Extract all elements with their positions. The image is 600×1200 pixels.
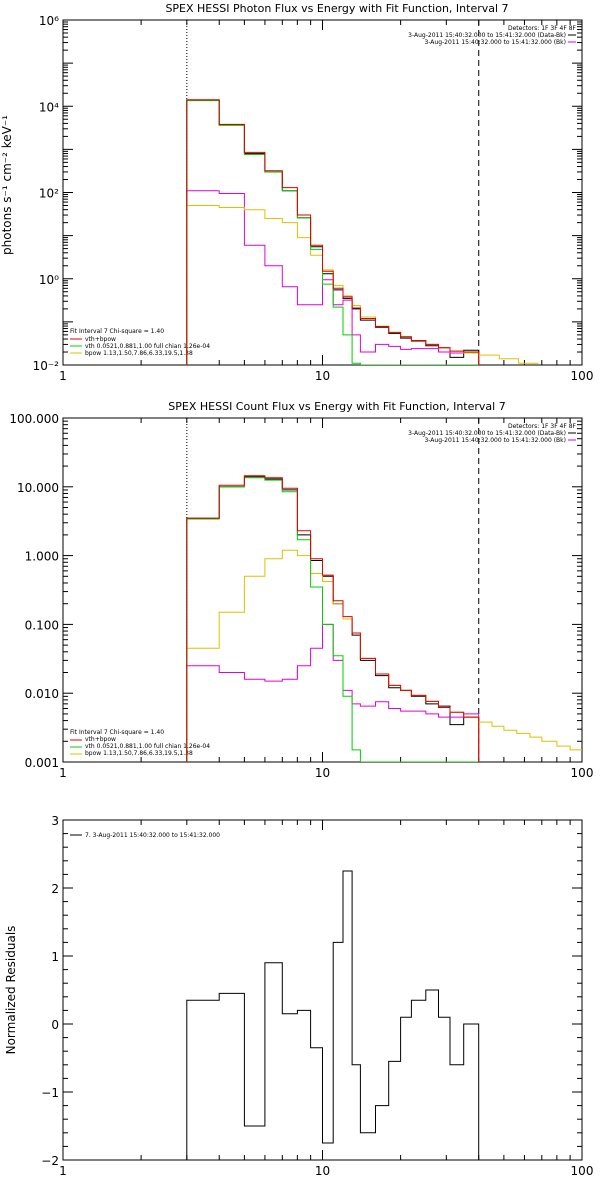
- legend-top-right: Detectors: 1F 3F 4F 8F 3-Aug-2011 15:40:…: [408, 423, 576, 444]
- x-tick-label: 10: [315, 766, 330, 780]
- x-tick-label: 1: [59, 1164, 67, 1178]
- series-vth: [186, 477, 479, 762]
- y-tick-label: 1.000: [25, 550, 59, 564]
- legend-entry: Detectors: 1F 3F 4F 8F: [508, 25, 577, 32]
- legend-entry: Detectors: 1F 3F 4F 8F: [508, 423, 577, 430]
- y-tick-label: 10.000: [17, 481, 59, 495]
- y-tick-label: −1: [41, 1086, 59, 1100]
- y-tick-label: 10⁻²: [33, 359, 60, 373]
- series-bk: [186, 190, 480, 365]
- y-tick-label: 10²: [39, 187, 59, 201]
- legend-entry: 7. 3-Aug-2011 15:40:32.000 to 15:41:32.0…: [85, 832, 220, 839]
- legend-top-right: Detectors: 1F 3F 4F 8F 3-Aug-2011 15:40:…: [408, 25, 576, 46]
- legend-entry: vth+bpow: [85, 736, 116, 743]
- series-sum: [186, 475, 480, 762]
- x-tick-label: 100: [571, 369, 594, 383]
- legend-entry: 3-Aug-2011 15:40:32.000 to 15:41:32.000 …: [424, 39, 566, 46]
- y-tick-label: 1: [51, 950, 59, 964]
- y-tick-label: −2: [41, 1154, 59, 1168]
- y-tick-label: 10⁴: [39, 100, 59, 114]
- legend-entry: vth 0.0521,0.881,1.00 full chian 1.26e-0…: [85, 743, 210, 750]
- legend-entry: Fit Interval 7 Chi-square = 1.40: [70, 328, 164, 335]
- y-tick-label: 10⁰: [39, 273, 59, 287]
- legend-bottom-left: Fit Interval 7 Chi-square = 1.40 vth+bpo…: [70, 328, 210, 357]
- series-total: [186, 476, 480, 762]
- residuals-panel: Normalized Residuals 7. 3-Aug-2011 15:40…: [4, 814, 593, 1178]
- x-tick-label: 100: [571, 1164, 594, 1178]
- series-bk: [186, 623, 480, 762]
- legend-entry: 3-Aug-2011 15:40:32.000 to 15:41:32.000 …: [408, 430, 566, 437]
- y-tick-label: 2: [51, 882, 59, 896]
- y-tick-label: 0.100: [25, 618, 59, 632]
- legend-entry: vth+bpow: [85, 336, 116, 343]
- y-tick-label: 0.001: [25, 756, 59, 770]
- legend-entry: 3-Aug-2011 15:40:32.000 to 15:41:32.000 …: [408, 32, 566, 39]
- y-axis-label: Normalized Residuals: [4, 926, 18, 1055]
- y-tick-label: 10⁶: [39, 14, 59, 28]
- legend-entry: 3-Aug-2011 15:40:32.000 to 15:41:32.000 …: [424, 437, 566, 444]
- count-flux-panel: SPEX HESSI Count Flux vs Energy with Fit…: [9, 400, 593, 780]
- y-tick-label: 0.010: [25, 687, 59, 701]
- x-tick-label: 10: [315, 1164, 330, 1178]
- panel-title: SPEX HESSI Count Flux vs Energy with Fit…: [168, 400, 505, 413]
- y-tick-label: 100.000: [9, 412, 59, 426]
- series-bpow-extension: [478, 354, 539, 364]
- legend-entry: bpow 1.13,1.50,7.86,6.33,19.5,1.38: [85, 350, 193, 357]
- legend-entry: vth 0.0521,0.881,1.00 full chian 1.26e-0…: [85, 343, 210, 350]
- y-tick-label: 0: [51, 1018, 59, 1032]
- legend-bottom-left: Fit Interval 7 Chi-square = 1.40 vth+bpo…: [70, 729, 210, 757]
- y-axis-label: photons s⁻¹ cm⁻² keV⁻¹: [0, 115, 14, 255]
- legend-top-left: 7. 3-Aug-2011 15:40:32.000 to 15:41:32.0…: [85, 832, 220, 839]
- panel-title: SPEX HESSI Photon Flux vs Energy with Fi…: [165, 2, 508, 15]
- series-vth: [186, 100, 479, 365]
- photon-flux-panel: SPEX HESSI Photon Flux vs Energy with Fi…: [0, 2, 593, 383]
- x-tick-label: 1: [59, 766, 67, 780]
- legend-entry: bpow 1.13,1.50,7.86,6.33,19.5,1.38: [85, 750, 193, 757]
- y-tick-label: 3: [51, 814, 59, 828]
- plot-frame: [62, 19, 583, 366]
- x-tick-label: 10: [315, 369, 330, 383]
- series-total: [186, 99, 480, 365]
- legend-entry: Fit Interval 7 Chi-square = 1.40: [70, 729, 164, 736]
- series-bpow-extension: [478, 721, 582, 751]
- series-total: [186, 870, 480, 1160]
- x-tick-label: 1: [59, 369, 67, 383]
- series-sum: [186, 99, 480, 365]
- x-tick-label: 100: [571, 766, 594, 780]
